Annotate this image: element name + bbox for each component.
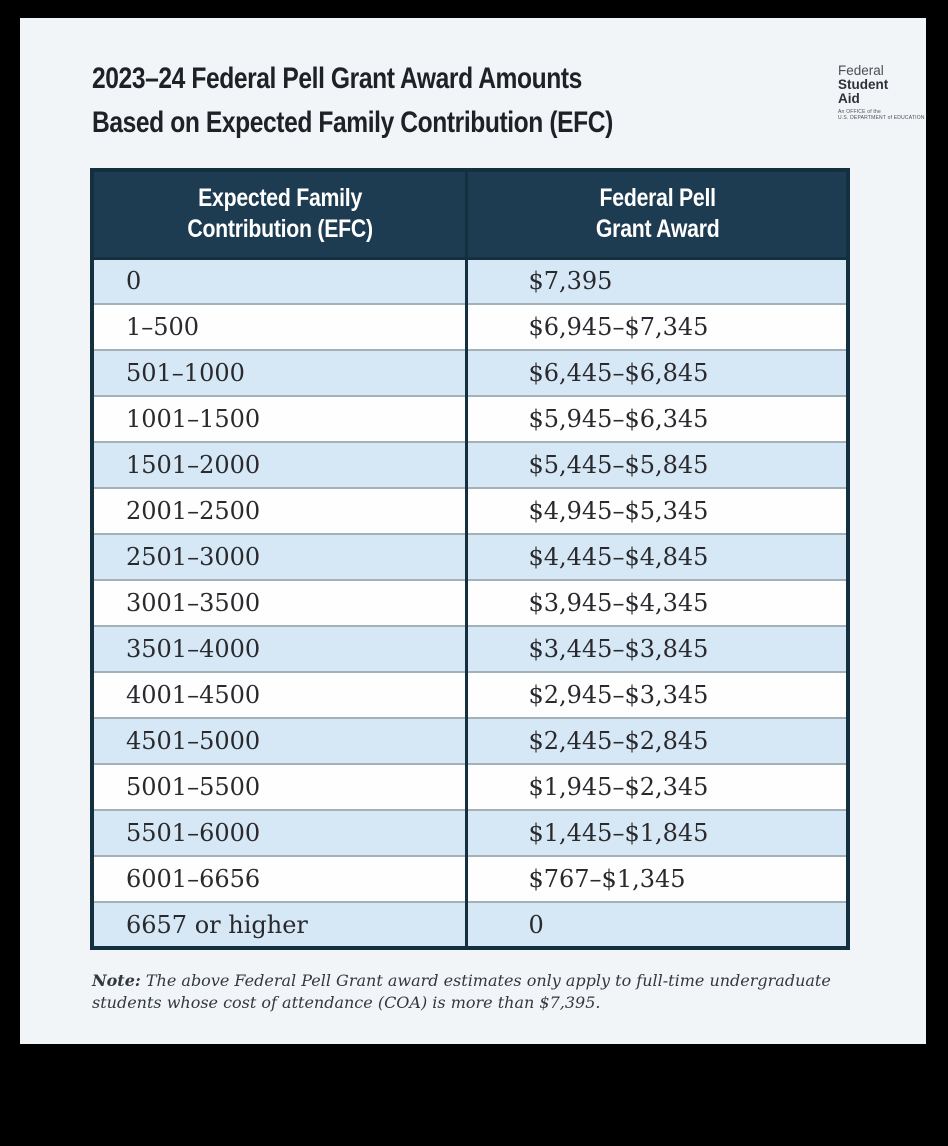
table-row: 2001–2500 $4,945–$5,345: [92, 487, 848, 534]
footnote-text: The above Federal Pell Grant award estim…: [92, 971, 831, 1012]
efc-range-cell: 0: [126, 267, 142, 296]
pell-table-body: 0 $7,395 1–500 $6,945–$7,345 501–1000 $6,445–…: [92, 258, 848, 948]
table-row: 501–1000 $6,445–$6,845: [92, 349, 848, 396]
federal-student-aid-logo: Federal Student Aid An OFFICE of the U.S…: [838, 63, 925, 122]
award-column-header: Federal Pell Grant Award: [465, 170, 848, 260]
table-row: 1501–2000 $5,445–$5,845: [92, 441, 848, 488]
logo-text-federal: Federal: [838, 63, 884, 78]
efc-range-cell: 1–500: [92, 303, 467, 350]
table-header-row: Expected Family Contribution (EFC) Feder…: [92, 170, 848, 260]
award-column-header-label: Federal Pell Grant Award: [595, 184, 720, 244]
award-amount-cell: $1,445–$1,845: [465, 809, 848, 856]
efc-range-cell: 1001–1500: [92, 395, 467, 442]
table-row: 5501–6000 $1,445–$1,845: [92, 809, 848, 856]
efc-range-cell: 2501–3000: [92, 533, 467, 580]
table-row: 4001–4500 $2,945–$3,345: [92, 671, 848, 718]
table-row: 1–500 $6,945–$7,345: [92, 303, 848, 350]
efc-range-cell: 5001–5500: [92, 763, 467, 810]
efc-range-cell: 3001–3500: [92, 579, 467, 626]
efc-range-cell: 4501–5000: [92, 717, 467, 764]
efc-range-cell: 4001–4500: [92, 671, 467, 718]
table-row: 3001–3500 $3,945–$4,345: [92, 579, 848, 626]
table-row: 0 $7,395: [92, 258, 848, 304]
efc-column-header: Expected Family Contribution (EFC): [92, 170, 467, 260]
efc-range-cell: 2001–2500: [92, 487, 467, 534]
award-amount-cell: $2,945–$3,345: [465, 671, 848, 718]
table-row: 1001–1500 $5,945–$6,345: [92, 395, 848, 442]
table-row: 4501–5000 $2,445–$2,845: [92, 717, 848, 764]
logo-text-aid: Aid: [838, 91, 860, 106]
efc-range-cell: 3501–4000: [92, 625, 467, 672]
logo-text-student: Student: [838, 77, 889, 92]
award-amount-cell: $4,945–$5,345: [465, 487, 848, 534]
footnote: Note: The above Federal Pell Grant award…: [92, 970, 877, 1014]
efc-range-cell: 6001–6656: [92, 855, 467, 902]
table-row: 6001–6656 $767–$1,345: [92, 855, 848, 902]
award-amount-cell: $767–$1,345: [465, 855, 848, 902]
logo-tagline: An OFFICE of the U.S. DEPARTMENT of EDUC…: [838, 109, 925, 121]
award-amount-cell: 0: [465, 901, 848, 948]
page-title: 2023–24 Federal Pell Grant Award Amounts…: [92, 62, 613, 139]
table-row: 6657 or higher 0: [92, 901, 848, 948]
table-row: 3501–4000 $3,445–$3,845: [92, 625, 848, 672]
award-amount-cell: $2,445–$2,845: [465, 717, 848, 764]
award-amount-cell: $7,395: [465, 258, 848, 304]
award-amount-cell: $3,445–$3,845: [465, 625, 848, 672]
award-amount-cell: $4,445–$4,845: [465, 533, 848, 580]
efc-range-cell: 6657 or higher: [92, 901, 467, 948]
award-amount-cell: $5,945–$6,345: [465, 395, 848, 442]
award-amount-cell: $6,945–$7,345: [465, 303, 848, 350]
efc-range-cell: 1501–2000: [92, 441, 467, 488]
award-amount-cell: $5,445–$5,845: [465, 441, 848, 488]
table-row: 2501–3000 $4,445–$4,845: [92, 533, 848, 580]
document-sheet: 2023–24 Federal Pell Grant Award Amounts…: [20, 18, 926, 1044]
efc-column-header-label: Expected Family Contribution (EFC): [187, 184, 373, 244]
efc-range-cell: 501–1000: [92, 349, 467, 396]
table-row: 5001–5500 $1,945–$2,345: [92, 763, 848, 810]
efc-range-cell: 5501–6000: [92, 809, 467, 856]
award-amount-cell: $1,945–$2,345: [465, 763, 848, 810]
award-amount-cell: $3,945–$4,345: [465, 579, 848, 626]
award-amount-cell: $6,445–$6,845: [465, 349, 848, 396]
pell-grant-table: Expected Family Contribution (EFC) Feder…: [90, 168, 850, 950]
footnote-label: Note:: [92, 971, 141, 990]
